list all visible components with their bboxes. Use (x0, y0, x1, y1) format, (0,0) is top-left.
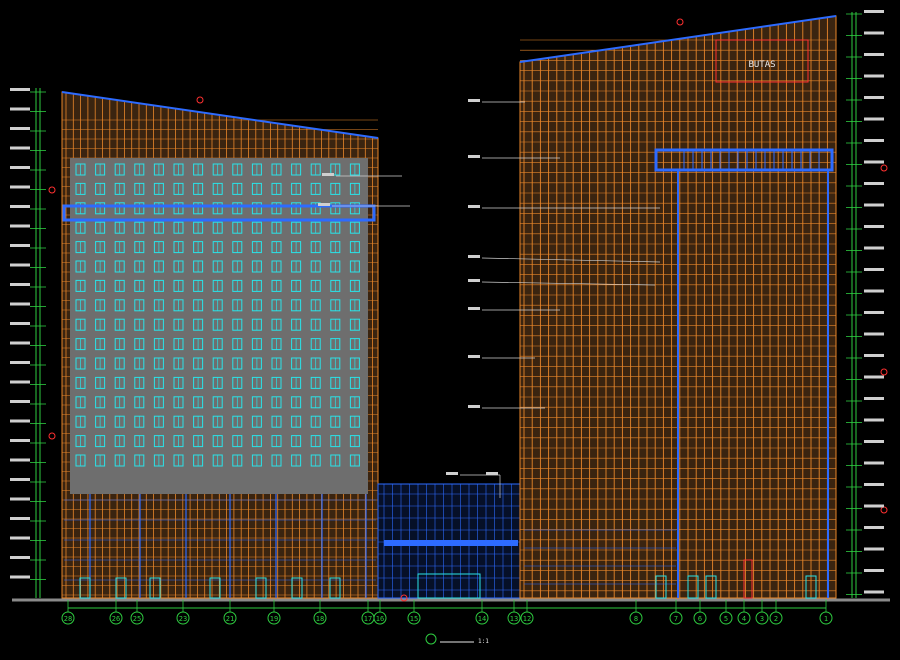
axis-bubble (693, 611, 707, 625)
axis-bubble (475, 611, 489, 625)
axis-bubble (719, 611, 733, 625)
axis-label: 19 (270, 615, 278, 623)
axis-bubble (223, 611, 237, 625)
right-tower-blue-frame (654, 148, 834, 172)
axis-label: 21 (226, 615, 234, 623)
right-tower: BUTAS (519, 15, 837, 599)
axis-label: 25 (133, 615, 141, 623)
axis-label: 17 (364, 615, 372, 623)
axis-bubble (520, 611, 534, 625)
axis-label: 18 (316, 615, 324, 623)
axis-label: 8 (634, 615, 638, 623)
axis-label: 4 (742, 615, 746, 623)
axis-label: 28 (64, 615, 72, 623)
title-scale: 1:1 (478, 638, 489, 645)
axis-label: 1 (824, 615, 828, 623)
axis-label: 7 (674, 615, 678, 623)
right-tower-roof-line (519, 15, 837, 63)
grid-axis-row: 28 26 25 23 21 19 18 17 16 15 14 13 12 8 7 6 5 4 3 2 1 (61, 600, 833, 625)
axis-bubble (176, 611, 190, 625)
axis-bubble (755, 611, 769, 625)
axis-label: 23 (179, 615, 187, 623)
axis-bubble (130, 611, 144, 625)
left-tower-blue-band (62, 204, 376, 222)
axis-bubble (629, 611, 643, 625)
axis-bubble (407, 611, 421, 625)
podium-glass-link (377, 483, 521, 599)
axis-label: 13 (510, 615, 518, 623)
axis-label: 16 (376, 615, 384, 623)
axis-label: 12 (523, 615, 531, 623)
sign-box (715, 39, 809, 83)
axis-label: 15 (410, 615, 418, 623)
level-dimension-lines (10, 10, 884, 598)
axis-bubble (769, 611, 783, 625)
axis-bubble (313, 611, 327, 625)
podium-entrance-doors (417, 573, 481, 599)
podium-canopy (384, 540, 518, 546)
axis-bubble (669, 611, 683, 625)
sign-text: BUTAS (748, 60, 775, 70)
drawing-title: 1:1 (425, 633, 489, 645)
axis-bubble (109, 611, 123, 625)
axis-bubble (61, 611, 75, 625)
axis-label: 14 (478, 615, 486, 623)
axis-bubble (373, 611, 387, 625)
axis-bubble (267, 611, 281, 625)
left-tower-roof-line (61, 91, 379, 139)
axis-bubble (507, 611, 521, 625)
axis-bubble (819, 611, 833, 625)
axis-label: 6 (698, 615, 702, 623)
axis-label: 5 (724, 615, 728, 623)
annotation-leaders (48, 18, 888, 602)
axis-label: 2 (774, 615, 778, 623)
axis-label: 26 (112, 615, 120, 623)
axis-label: 3 (760, 615, 764, 623)
axis-bubble (737, 611, 751, 625)
left-tower (61, 91, 379, 599)
